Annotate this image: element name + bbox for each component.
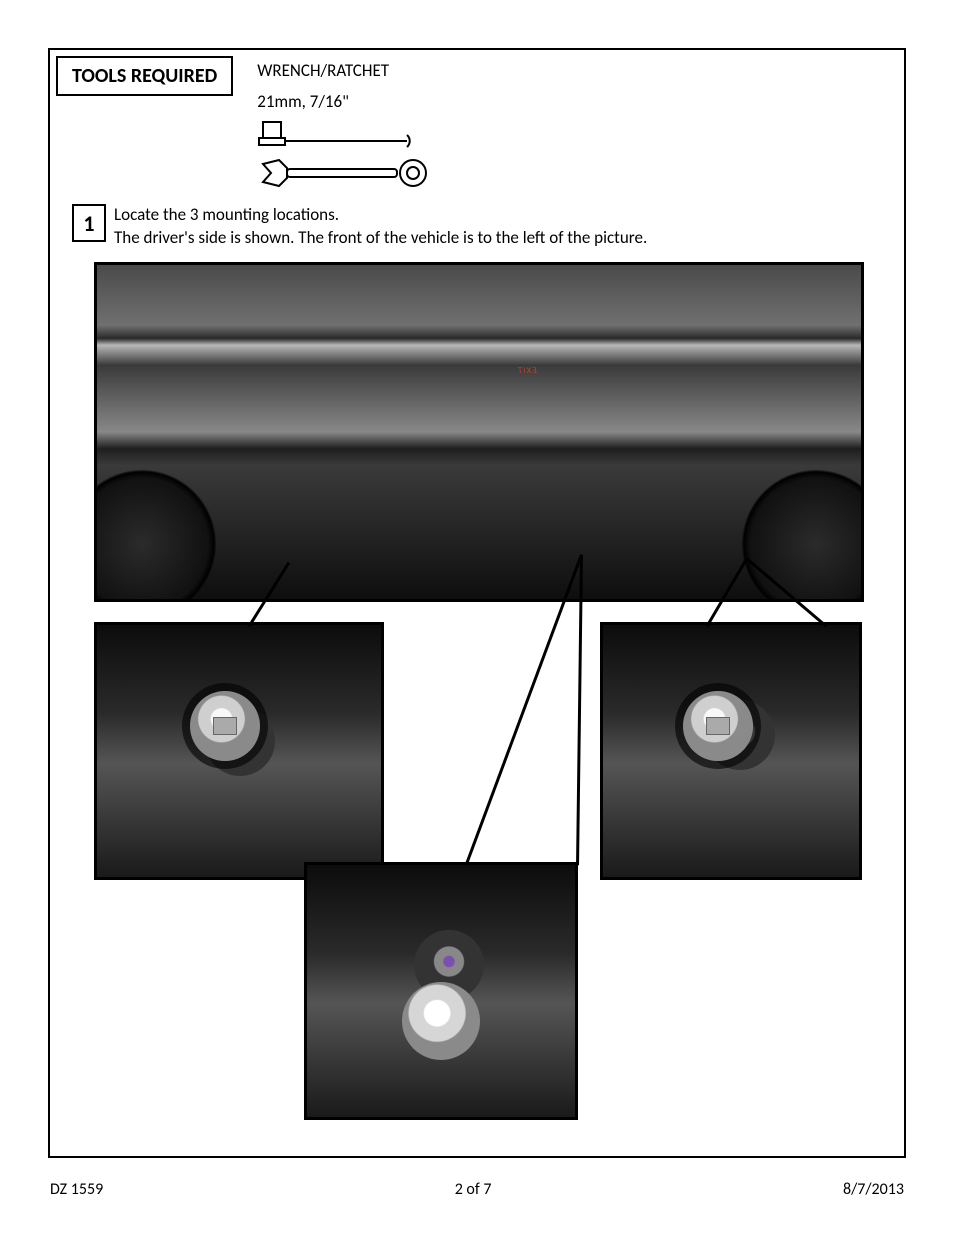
content-frame: TOOLS REQUIRED WRENCH/RATCHET 21mm, 7/16… [48,48,906,1158]
step-number-box: 1 [72,204,106,242]
step-line2: The driver's side is shown. The front of… [114,227,647,250]
step-line1: Locate the 3 mounting locations. [114,204,647,227]
step-row: 1 Locate the 3 mounting locations. The d… [50,200,904,256]
footer-right: 8/7/2013 [843,1180,904,1199]
detail-rear-bg [603,625,859,877]
footer-left: DZ 1559 [50,1180,103,1199]
tire-right [731,459,864,602]
detail-mid-bg [307,865,575,1117]
detail-photo-rear [600,622,862,880]
footer-center: 2 of 7 [455,1180,492,1199]
detail-photo-front [94,622,384,880]
exit-tag: EXIT [517,365,538,376]
page: TOOLS REQUIRED WRENCH/RATCHET 21mm, 7/16… [0,0,954,1235]
detail-photo-middle [304,862,578,1120]
mount-bushing-rear [683,691,753,761]
page-footer: DZ 1559 2 of 7 8/7/2013 [48,1180,906,1199]
step-text: Locate the 3 mounting locations. The dri… [114,204,647,250]
tools-details: WRENCH/RATCHET 21mm, 7/16" [257,58,892,192]
main-photo-bg: EXIT [97,265,861,599]
tools-row: TOOLS REQUIRED WRENCH/RATCHET 21mm, 7/16… [50,50,904,200]
tool-icons [257,120,892,192]
tools-heading: WRENCH/RATCHET [257,60,892,81]
mount-bushing-front [190,691,260,761]
tools-sizes: 21mm, 7/16" [257,91,892,112]
image-area: EXIT [50,262,904,1132]
mount-bushing-middle [402,982,480,1060]
detail-front-bg [97,625,381,877]
tools-required-label: TOOLS REQUIRED [72,64,217,88]
tire-left [94,459,227,602]
step-number: 1 [83,210,94,237]
tools-required-box: TOOLS REQUIRED [56,56,233,96]
main-photo: EXIT [94,262,864,602]
wrench-ratchet-icon [257,120,447,192]
